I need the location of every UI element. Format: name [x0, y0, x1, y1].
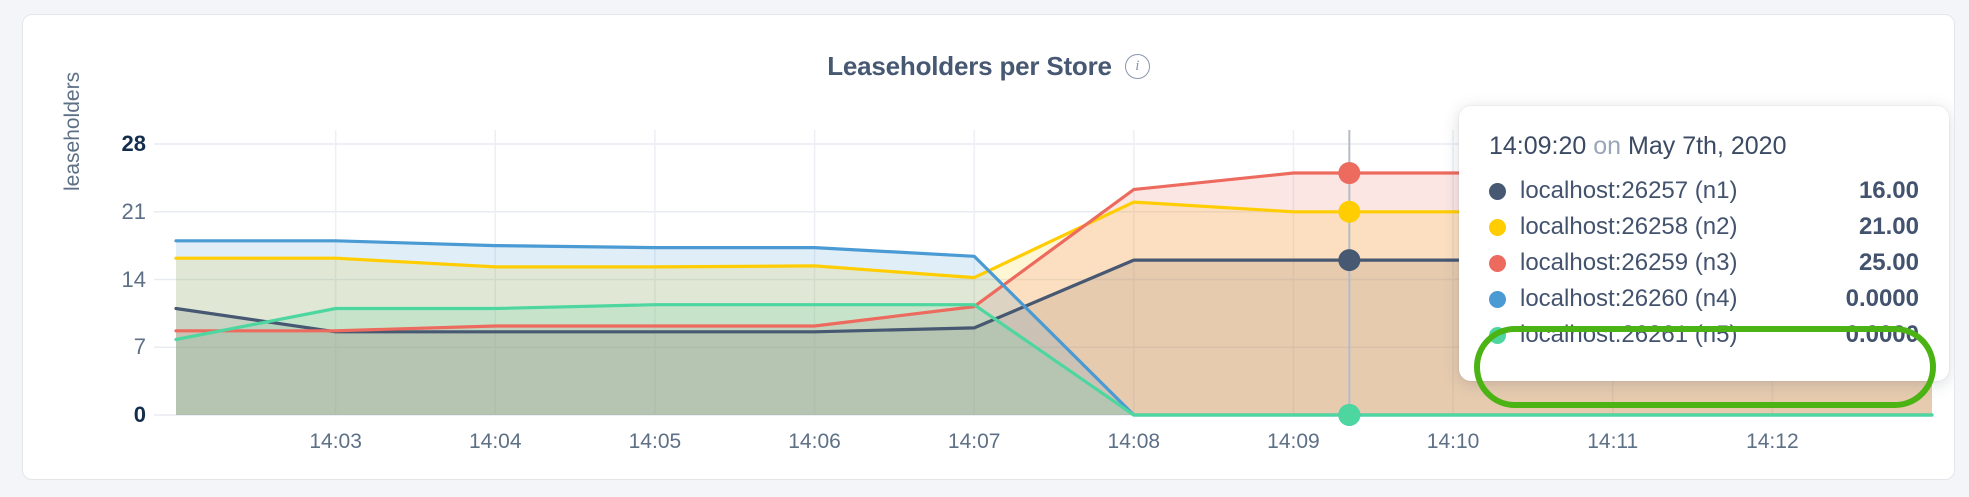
series-value: 25.00: [1858, 249, 1919, 276]
x-axis-tick-label: 14:12: [1746, 430, 1799, 453]
x-axis-tick-label: 14:05: [628, 430, 682, 453]
x-axis-tick-label: 14:06: [788, 430, 841, 453]
x-axis-tick-label: 14:07: [947, 430, 1001, 453]
tooltip-row: localhost:26258 (n2) 21.00: [1489, 209, 1919, 245]
y-axis-title: leaseholders: [61, 71, 84, 191]
series-value: 21.00: [1858, 213, 1919, 240]
y-axis-tick-label: 7: [133, 334, 146, 360]
x-axis-tick-label: 14:09: [1267, 430, 1320, 453]
y-axis-tick-label: 14: [121, 266, 146, 292]
hover-marker-dot: [1338, 200, 1361, 223]
tooltip-timestamp: 14:09:20 on May 7th, 2020: [1489, 132, 1919, 161]
tooltip-row: localhost:26259 (n3) 25.00: [1489, 245, 1919, 281]
series-line[interactable]: [174, 303, 1934, 417]
series-color-dot: [1489, 254, 1506, 272]
y-axis-tick-label: 28: [121, 131, 146, 156]
x-axis-tick-label: 14:10: [1426, 430, 1480, 453]
hover-indicator: [1338, 130, 1361, 426]
series-label: localhost:26259 (n3): [1520, 249, 1738, 276]
tooltip-separator: on: [1586, 132, 1629, 160]
series-color-dot: [1489, 290, 1506, 308]
x-axis-tick-label: 14:11: [1587, 430, 1639, 453]
series-label: localhost:26260 (n4): [1520, 285, 1738, 312]
chart-card: Leaseholders per Store i leaseholders 14…: [22, 14, 1955, 480]
series-color-dot: [1489, 182, 1506, 200]
series-color-dot: [1489, 326, 1506, 344]
tooltip-date: May 7th, 2020: [1628, 132, 1787, 160]
tooltip-time: 14:09:20: [1489, 132, 1587, 160]
info-circle-icon[interactable]: i: [1124, 54, 1150, 79]
chart-header: Leaseholders per Store i: [23, 51, 1954, 82]
series-value: 0.0000: [1845, 321, 1919, 348]
series-value: 0.0000: [1845, 285, 1919, 312]
tooltip-rows: localhost:26257 (n1) 16.00 localhost:26258…: [1489, 173, 1919, 353]
y-axis-tick-label: 21: [121, 198, 146, 224]
y-axis-tick-label: 0: [133, 402, 146, 427]
hover-marker-dot: [1338, 249, 1361, 272]
tooltip-row: localhost:26257 (n1) 16.00: [1489, 173, 1919, 209]
x-axis-tick-label: 14:04: [468, 430, 522, 453]
series-label: localhost:26258 (n2): [1520, 213, 1738, 240]
tooltip-row: localhost:26261 (n5) 0.0000: [1489, 317, 1919, 353]
series-value: 16.00: [1858, 177, 1919, 204]
x-axis-tick-label: 14:03: [309, 430, 362, 453]
hover-marker-dot: [1338, 162, 1361, 185]
hover-marker-dot: [1338, 404, 1361, 426]
series-area: [176, 240, 1932, 415]
series-label: localhost:26261 (n5): [1520, 321, 1738, 348]
series-label: localhost:26257 (n1): [1520, 177, 1738, 204]
series-color-dot: [1489, 218, 1506, 236]
hover-tooltip: 14:09:20 on May 7th, 2020 localhost:2625…: [1459, 106, 1949, 381]
page-title: Leaseholders per Store: [827, 51, 1112, 81]
tooltip-row: localhost:26260 (n4) 0.0000: [1489, 281, 1919, 317]
x-axis-tick-label: 14:08: [1107, 430, 1161, 453]
